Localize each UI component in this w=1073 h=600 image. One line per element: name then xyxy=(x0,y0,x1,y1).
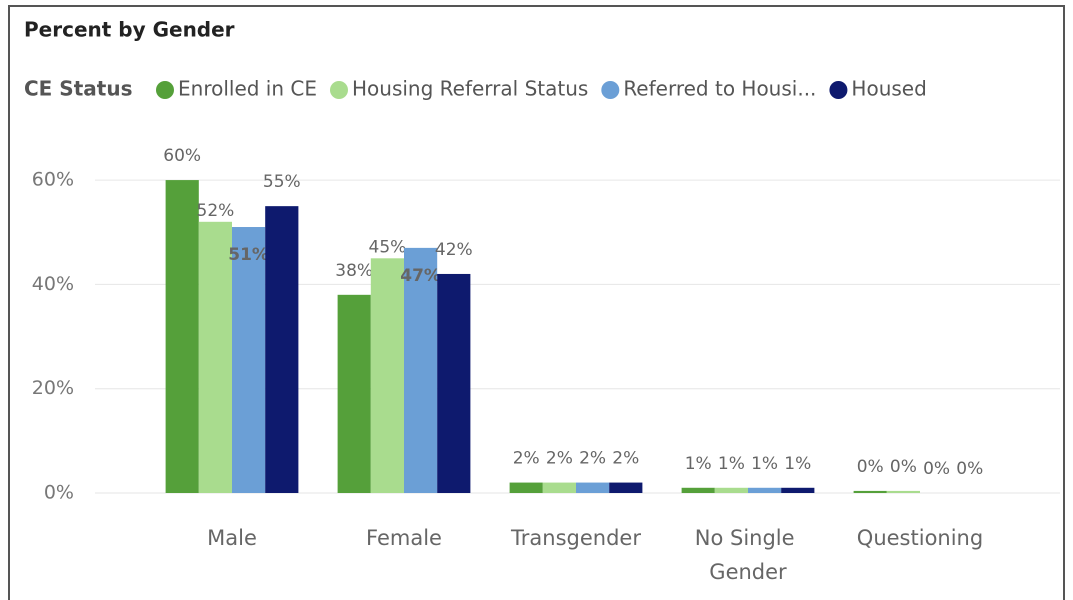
value-label: 0% xyxy=(956,459,983,479)
bar xyxy=(542,482,576,493)
x-tick-label: No Single Gender xyxy=(695,526,801,584)
bar xyxy=(337,294,371,493)
value-label: 60% xyxy=(163,146,201,166)
y-tick-label: 40% xyxy=(32,273,74,295)
bar xyxy=(681,487,715,493)
legend-label: Housed xyxy=(851,77,926,101)
bar xyxy=(370,258,404,493)
legend-label: Housing Referral Status xyxy=(352,77,588,101)
bar xyxy=(265,206,299,493)
bar xyxy=(165,180,199,494)
bar xyxy=(714,487,748,493)
bar xyxy=(748,487,782,493)
chart-title: Percent by Gender xyxy=(24,18,235,42)
bar xyxy=(609,482,643,493)
value-label: 2% xyxy=(612,449,639,469)
value-label: 0% xyxy=(890,457,917,477)
value-label: 1% xyxy=(784,454,811,474)
value-label: 47% xyxy=(400,266,441,286)
bar xyxy=(886,490,920,493)
value-label: 2% xyxy=(513,449,540,469)
value-label: 0% xyxy=(923,459,950,479)
value-label: 1% xyxy=(751,454,778,474)
bar xyxy=(853,490,887,493)
bar xyxy=(509,482,543,493)
value-label: 1% xyxy=(718,454,745,474)
y-tick-label: 60% xyxy=(32,169,74,191)
y-tick-label: 0% xyxy=(44,482,74,504)
legend-marker xyxy=(601,81,620,99)
x-tick-label: Female xyxy=(366,526,442,550)
bar xyxy=(437,273,471,493)
value-label: 0% xyxy=(857,457,884,477)
y-tick-label: 20% xyxy=(32,377,74,399)
value-label: 38% xyxy=(335,261,373,281)
value-label: 2% xyxy=(546,449,573,469)
legend-marker xyxy=(156,81,174,99)
legend-label: Enrolled in CE xyxy=(178,77,317,101)
legend-label: Referred to Housi... xyxy=(623,77,816,101)
legend-marker xyxy=(829,81,848,99)
value-label: 2% xyxy=(579,449,606,469)
value-label: 51% xyxy=(228,245,269,265)
x-tick-label: Male xyxy=(207,526,257,550)
legend-title: CE Status xyxy=(24,77,132,101)
value-label: 1% xyxy=(685,454,712,474)
bar xyxy=(198,221,232,494)
legend-marker xyxy=(330,81,348,99)
bar xyxy=(781,487,815,493)
value-label: 42% xyxy=(435,240,473,260)
x-tick-label: Transgender xyxy=(510,526,641,550)
value-label: 55% xyxy=(263,172,301,192)
bar xyxy=(404,247,438,493)
x-tick-label: Questioning xyxy=(857,526,983,550)
bar xyxy=(576,482,610,493)
bar xyxy=(232,227,266,493)
value-label: 45% xyxy=(369,237,407,257)
value-label: 52% xyxy=(197,201,235,221)
